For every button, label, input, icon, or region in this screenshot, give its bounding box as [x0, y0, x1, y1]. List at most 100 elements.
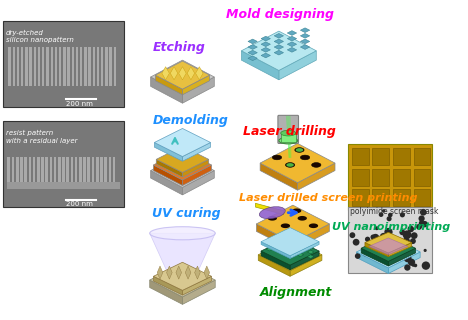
Circle shape	[416, 224, 422, 230]
Polygon shape	[170, 67, 178, 80]
Bar	[414, 189, 431, 206]
Bar	[63, 47, 66, 86]
Polygon shape	[290, 242, 319, 259]
Bar	[373, 169, 389, 186]
Circle shape	[379, 212, 383, 217]
Circle shape	[422, 261, 430, 270]
Polygon shape	[154, 165, 183, 186]
Bar	[17, 47, 19, 86]
Circle shape	[420, 209, 427, 216]
Polygon shape	[183, 159, 209, 177]
Bar	[55, 47, 57, 86]
Polygon shape	[307, 250, 314, 254]
Bar	[13, 47, 15, 86]
Circle shape	[418, 215, 425, 222]
Circle shape	[355, 253, 360, 259]
Polygon shape	[286, 163, 294, 167]
Bar	[72, 47, 74, 86]
Text: UV curing: UV curing	[152, 207, 220, 220]
Circle shape	[386, 246, 394, 254]
Polygon shape	[248, 39, 257, 44]
Polygon shape	[307, 245, 314, 249]
Bar	[109, 156, 111, 182]
Polygon shape	[296, 148, 303, 152]
Polygon shape	[369, 238, 408, 255]
Polygon shape	[155, 75, 183, 95]
Bar	[37, 156, 40, 182]
Polygon shape	[388, 248, 416, 266]
Bar	[352, 169, 369, 186]
Polygon shape	[279, 51, 316, 80]
Polygon shape	[179, 67, 186, 80]
Circle shape	[422, 221, 428, 227]
Bar	[29, 156, 31, 182]
Polygon shape	[154, 142, 183, 161]
Bar	[67, 47, 70, 86]
Bar	[100, 156, 103, 182]
Polygon shape	[154, 262, 212, 290]
Polygon shape	[154, 276, 183, 295]
Text: Laser drilled screen printing: Laser drilled screen printing	[239, 193, 417, 203]
FancyBboxPatch shape	[278, 115, 299, 143]
Polygon shape	[292, 208, 301, 213]
Bar	[8, 47, 11, 86]
Ellipse shape	[150, 227, 215, 240]
Circle shape	[381, 244, 388, 251]
Bar	[29, 47, 32, 86]
Polygon shape	[261, 42, 271, 47]
Circle shape	[411, 232, 417, 239]
Bar	[54, 156, 57, 182]
Text: polyimide screen mask: polyimide screen mask	[350, 207, 439, 216]
Circle shape	[386, 258, 390, 261]
Polygon shape	[297, 244, 304, 247]
Bar	[21, 47, 23, 86]
Bar	[110, 47, 112, 86]
Bar	[76, 47, 78, 86]
Polygon shape	[277, 244, 283, 248]
Polygon shape	[274, 45, 284, 49]
Polygon shape	[357, 252, 388, 274]
Bar	[414, 148, 431, 165]
Polygon shape	[248, 45, 257, 49]
Bar	[93, 47, 95, 86]
Polygon shape	[156, 159, 183, 177]
Bar	[16, 156, 19, 182]
Polygon shape	[295, 148, 304, 152]
Text: Alignment: Alignment	[260, 286, 332, 299]
Bar	[88, 156, 90, 182]
Bar	[101, 47, 103, 86]
Polygon shape	[287, 251, 293, 255]
Bar	[281, 133, 296, 142]
Polygon shape	[176, 266, 182, 279]
Polygon shape	[258, 255, 290, 276]
Polygon shape	[183, 280, 215, 304]
Polygon shape	[155, 61, 210, 89]
Polygon shape	[290, 251, 319, 270]
Polygon shape	[272, 155, 282, 160]
Polygon shape	[196, 67, 203, 80]
Polygon shape	[277, 240, 283, 244]
Circle shape	[384, 228, 393, 236]
Polygon shape	[266, 238, 273, 242]
Polygon shape	[261, 251, 290, 270]
Polygon shape	[154, 128, 211, 156]
Polygon shape	[388, 243, 412, 257]
Polygon shape	[183, 165, 212, 186]
Polygon shape	[261, 228, 319, 256]
Bar	[58, 156, 61, 182]
Text: resist pattern
with a residual layer: resist pattern with a residual layer	[6, 130, 77, 144]
Bar	[46, 47, 49, 86]
Polygon shape	[361, 248, 388, 266]
Bar	[79, 156, 82, 182]
Polygon shape	[285, 163, 295, 167]
Bar	[59, 47, 61, 86]
Polygon shape	[300, 45, 310, 49]
Polygon shape	[361, 235, 416, 261]
Bar	[12, 156, 15, 182]
Polygon shape	[277, 249, 283, 253]
Circle shape	[350, 232, 355, 238]
Polygon shape	[287, 42, 297, 47]
Bar	[62, 156, 65, 182]
Circle shape	[424, 249, 427, 252]
Polygon shape	[357, 236, 420, 268]
